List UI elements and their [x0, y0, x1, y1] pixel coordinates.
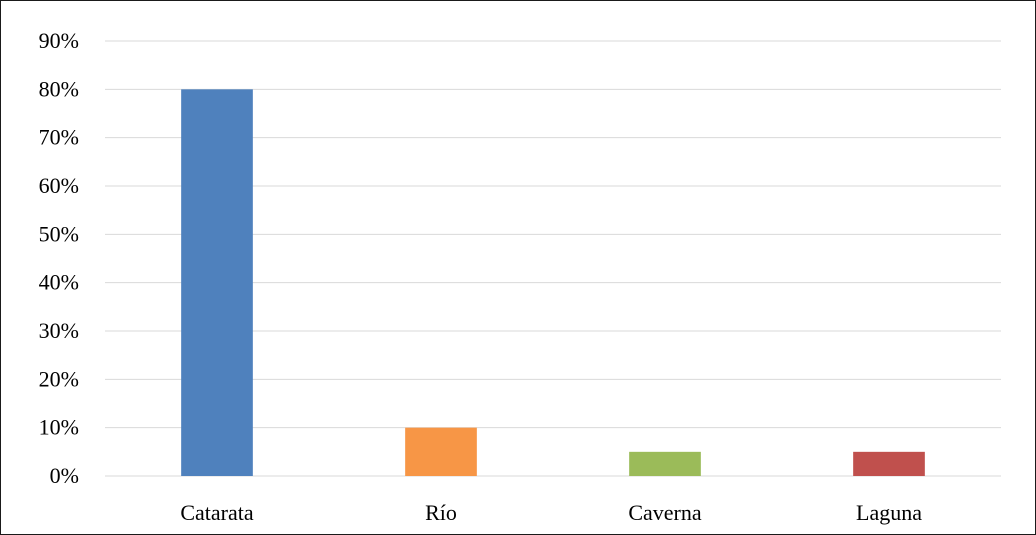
- y-tick-label: 60%: [39, 173, 79, 198]
- y-tick-label: 10%: [39, 415, 79, 440]
- y-tick-label: 80%: [39, 76, 79, 101]
- gridlines: [105, 40, 1001, 477]
- x-category-label: Caverna: [628, 500, 702, 525]
- bar-rio: [405, 427, 477, 476]
- y-tick-label: 50%: [39, 221, 79, 246]
- bar-catarata: [181, 89, 253, 476]
- bar-caverna: [629, 451, 701, 476]
- x-category-label: Río: [425, 500, 457, 525]
- x-category-label: Catarata: [180, 500, 254, 525]
- y-tick-label: 90%: [39, 28, 79, 53]
- x-category-label: Laguna: [856, 500, 922, 525]
- bars: [181, 89, 925, 476]
- y-tick-label: 70%: [39, 125, 79, 150]
- y-tick-label: 40%: [39, 270, 79, 295]
- x-axis-categories: Catarata Río Caverna Laguna: [180, 500, 922, 525]
- y-tick-label: 20%: [39, 366, 79, 391]
- y-axis-ticks: 0% 10% 20% 30% 40% 50% 60% 70% 80% 90%: [39, 28, 79, 488]
- y-tick-label: 0%: [50, 463, 79, 488]
- bar-laguna: [853, 451, 925, 476]
- y-tick-label: 30%: [39, 318, 79, 343]
